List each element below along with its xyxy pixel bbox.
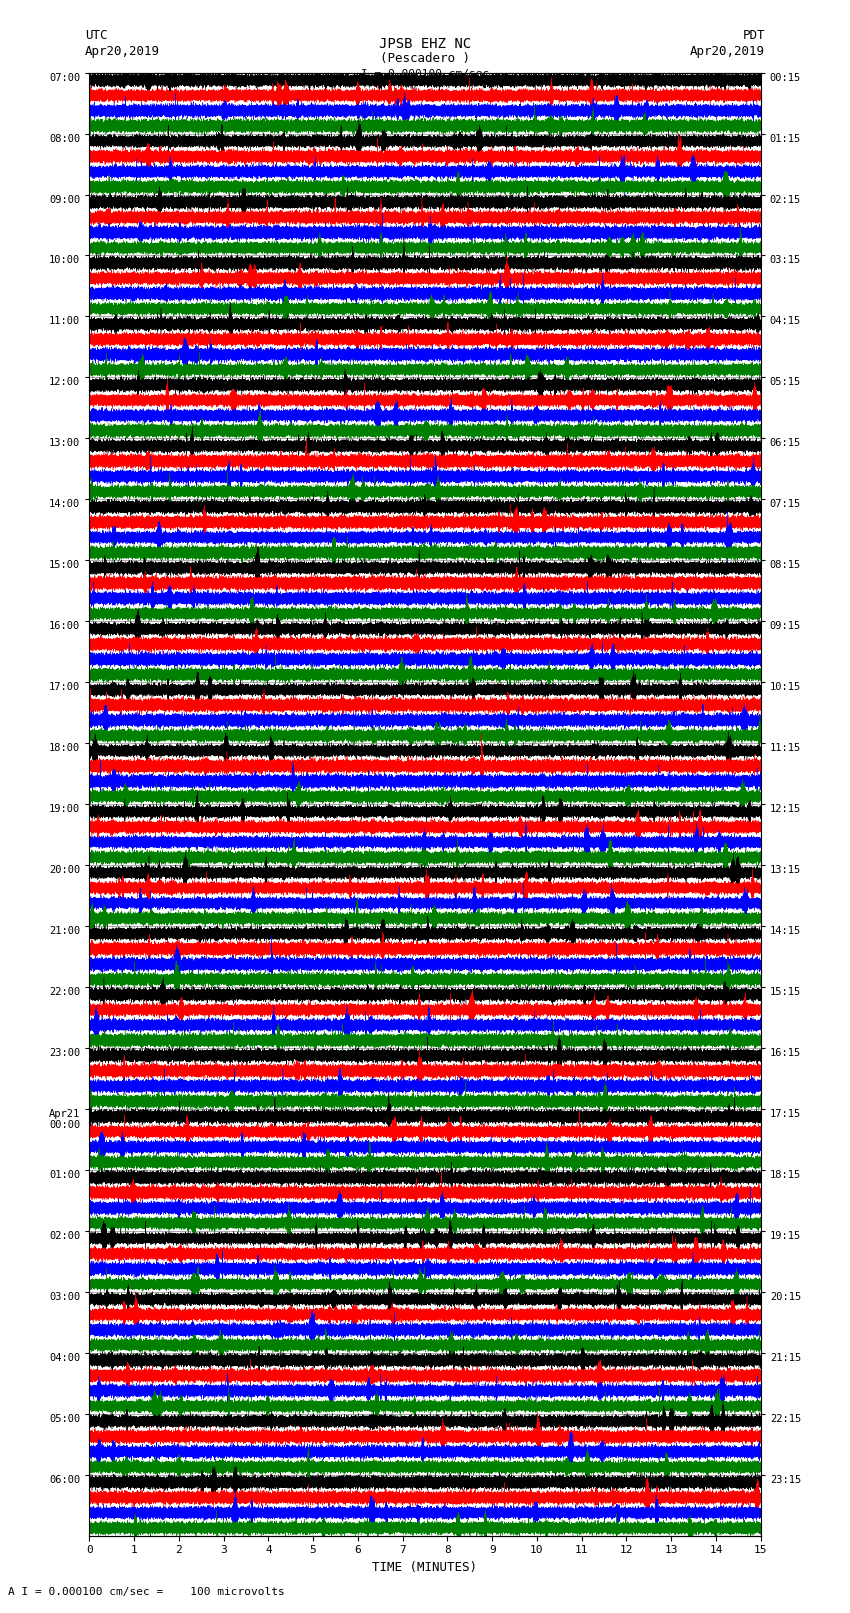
Text: (Pescadero ): (Pescadero ) [380, 52, 470, 65]
Text: A I = 0.000100 cm/sec =    100 microvolts: A I = 0.000100 cm/sec = 100 microvolts [8, 1587, 286, 1597]
X-axis label: TIME (MINUTES): TIME (MINUTES) [372, 1561, 478, 1574]
Text: Apr20,2019: Apr20,2019 [85, 45, 160, 58]
Text: Apr20,2019: Apr20,2019 [690, 45, 765, 58]
Text: I = 0.000100 cm/sec: I = 0.000100 cm/sec [361, 69, 489, 79]
Text: PDT: PDT [743, 29, 765, 42]
Text: JPSB EHZ NC: JPSB EHZ NC [379, 37, 471, 50]
Text: UTC: UTC [85, 29, 107, 42]
